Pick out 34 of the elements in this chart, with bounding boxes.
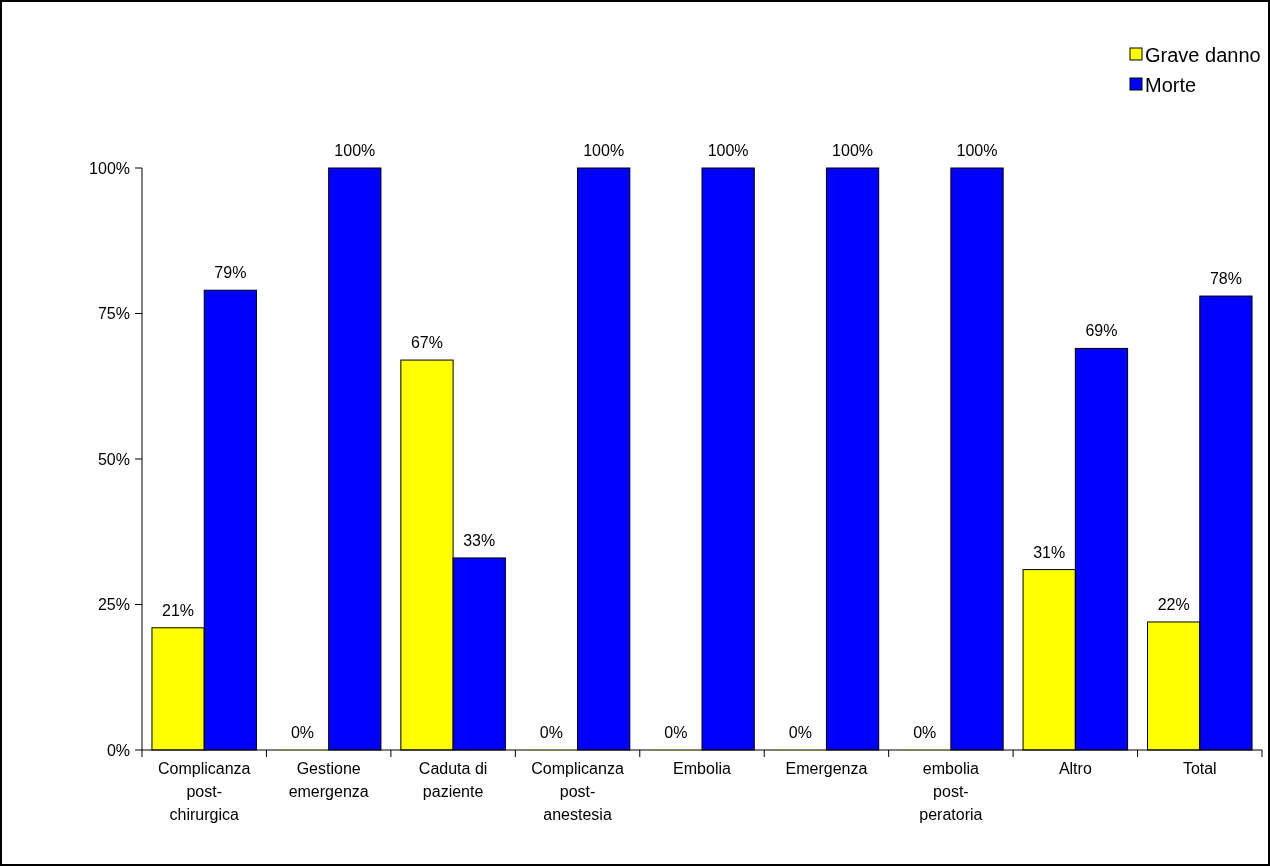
y-tick-label: 0%	[106, 741, 130, 759]
data-label: 0%	[913, 724, 937, 741]
data-label: 33%	[463, 531, 496, 549]
data-label: 22%	[1157, 595, 1190, 613]
y-tick-label: 50%	[97, 450, 130, 468]
x-tick-label: Altro	[1058, 760, 1092, 777]
data-label: 69%	[1085, 322, 1118, 340]
x-tick-label: Embolia	[673, 760, 731, 777]
data-label: 21%	[162, 601, 195, 619]
legend-label: Grave danno	[1145, 44, 1261, 66]
x-tick-label: Caduta di paziente	[418, 760, 488, 800]
data-label: 0%	[664, 724, 688, 741]
data-label: 0%	[788, 724, 812, 741]
y-tick-label: 75%	[97, 305, 130, 323]
x-tick-label: Emergenza	[785, 760, 868, 777]
x-tick-label: embolia post-peratoria	[919, 760, 983, 823]
y-tick-label: 25%	[97, 596, 130, 614]
data-label: 0%	[290, 724, 315, 741]
x-tick-label: Gestione emergenza	[288, 760, 369, 800]
data-label: 79%	[214, 264, 247, 282]
x-tick-label: Complicanza post-chirurgica	[157, 760, 251, 823]
data-label: 100%	[956, 142, 998, 159]
y-tick-label: 100%	[89, 159, 130, 177]
x-tick-label: Complicanza post-anestesia	[531, 760, 624, 823]
data-label: 100%	[583, 142, 625, 159]
data-label: 78%	[1209, 270, 1242, 288]
data-label: 100%	[334, 142, 376, 159]
data-label: 0%	[539, 724, 563, 741]
data-label: 100%	[707, 142, 749, 159]
x-tick-label: Total	[1182, 760, 1217, 777]
legend-label: Morte	[1145, 74, 1197, 96]
data-label: 100%	[832, 142, 874, 159]
data-label: 31%	[1033, 543, 1066, 561]
data-label: 67%	[410, 334, 443, 352]
